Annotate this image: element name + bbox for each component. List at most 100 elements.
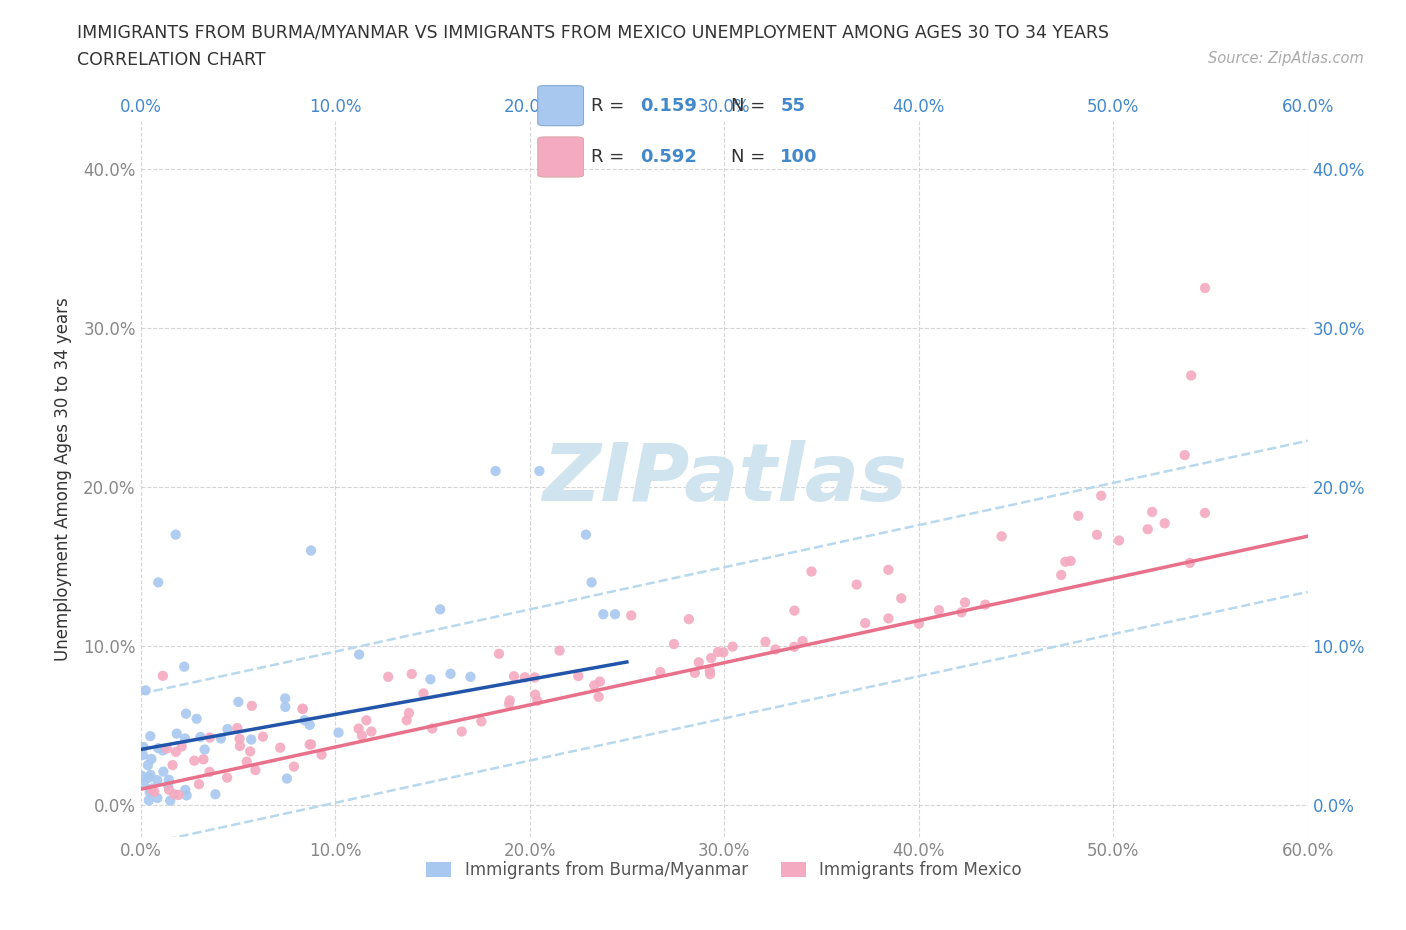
Point bbox=[291, 701, 314, 716]
Point bbox=[152, 669, 174, 684]
Point bbox=[360, 724, 382, 739]
Point bbox=[707, 644, 730, 659]
Point bbox=[291, 701, 314, 716]
Text: 0.159: 0.159 bbox=[640, 97, 696, 114]
Point bbox=[513, 670, 536, 684]
Point bbox=[252, 729, 274, 744]
Point bbox=[1140, 504, 1163, 519]
Point bbox=[1136, 522, 1159, 537]
Point bbox=[228, 695, 250, 710]
Point bbox=[429, 602, 451, 617]
Point bbox=[1153, 516, 1175, 531]
Point bbox=[890, 591, 912, 605]
Point bbox=[699, 667, 721, 682]
Point bbox=[141, 781, 163, 796]
Text: 0.592: 0.592 bbox=[640, 148, 696, 166]
Point bbox=[138, 793, 160, 808]
Point bbox=[188, 777, 211, 791]
Point bbox=[800, 565, 823, 579]
Point bbox=[311, 747, 333, 762]
Point bbox=[683, 666, 706, 681]
Text: 100: 100 bbox=[780, 148, 818, 166]
Point bbox=[603, 606, 626, 621]
Point bbox=[470, 714, 492, 729]
Point bbox=[620, 608, 643, 623]
Point bbox=[165, 527, 187, 542]
Point bbox=[450, 724, 472, 739]
Point bbox=[163, 787, 186, 802]
Point bbox=[139, 767, 162, 782]
Point bbox=[499, 693, 522, 708]
Point bbox=[204, 787, 226, 802]
Point bbox=[138, 770, 160, 785]
Point bbox=[678, 612, 700, 627]
Point bbox=[209, 731, 232, 746]
Text: N =: N = bbox=[731, 97, 770, 114]
Point bbox=[1054, 554, 1077, 569]
Point bbox=[299, 737, 322, 751]
Point bbox=[299, 543, 322, 558]
Point bbox=[240, 732, 263, 747]
Point bbox=[792, 633, 814, 648]
Point bbox=[159, 793, 181, 808]
Point bbox=[135, 683, 157, 698]
Point bbox=[845, 578, 868, 592]
Point bbox=[877, 563, 900, 578]
Point bbox=[298, 718, 321, 733]
Text: R =: R = bbox=[591, 97, 630, 114]
Point bbox=[412, 686, 434, 701]
Point bbox=[439, 666, 461, 681]
Point bbox=[245, 763, 267, 777]
Point bbox=[136, 758, 159, 773]
Point bbox=[526, 694, 548, 709]
Point bbox=[1108, 533, 1130, 548]
Point bbox=[139, 729, 162, 744]
Point bbox=[198, 730, 221, 745]
Point bbox=[183, 753, 205, 768]
Point bbox=[699, 663, 721, 678]
Point bbox=[146, 773, 169, 788]
Point bbox=[419, 671, 441, 686]
Point bbox=[269, 740, 291, 755]
Point bbox=[721, 639, 744, 654]
Point bbox=[170, 739, 193, 754]
Point bbox=[1085, 527, 1108, 542]
Point bbox=[186, 711, 208, 726]
Point bbox=[174, 706, 197, 721]
Point bbox=[162, 758, 184, 773]
Point bbox=[328, 725, 350, 740]
Point bbox=[239, 744, 262, 759]
Point bbox=[152, 743, 174, 758]
Point bbox=[548, 644, 571, 658]
Point bbox=[650, 665, 672, 680]
Point bbox=[131, 768, 153, 783]
Point bbox=[583, 678, 606, 693]
Point bbox=[1174, 447, 1197, 462]
Point bbox=[166, 726, 188, 741]
FancyBboxPatch shape bbox=[537, 137, 583, 177]
Point bbox=[1050, 567, 1073, 582]
Point bbox=[853, 616, 876, 631]
Point bbox=[990, 529, 1012, 544]
Point bbox=[662, 637, 685, 652]
Point bbox=[298, 737, 321, 752]
Point bbox=[575, 527, 598, 542]
Point bbox=[1090, 488, 1112, 503]
Point bbox=[240, 698, 263, 713]
Point bbox=[132, 748, 155, 763]
Point bbox=[754, 634, 776, 649]
Point bbox=[688, 655, 710, 670]
Point bbox=[488, 646, 510, 661]
Point bbox=[1180, 368, 1202, 383]
Point bbox=[276, 771, 298, 786]
Point bbox=[350, 728, 373, 743]
Point bbox=[274, 691, 297, 706]
Point bbox=[711, 644, 734, 659]
Point bbox=[174, 782, 197, 797]
Point bbox=[484, 463, 506, 478]
Point bbox=[498, 697, 520, 711]
Point bbox=[1067, 509, 1090, 524]
Point bbox=[274, 699, 297, 714]
Point bbox=[138, 785, 160, 800]
Point bbox=[529, 463, 551, 478]
